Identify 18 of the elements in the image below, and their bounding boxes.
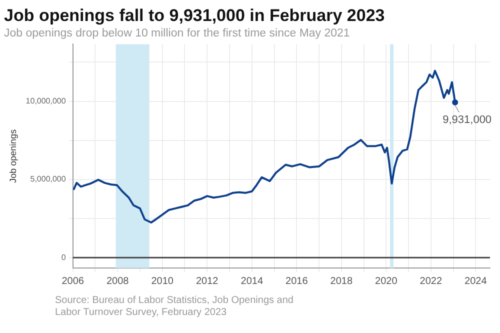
- x-tick-label: 2024: [464, 276, 488, 287]
- x-tick-label: 2018: [330, 276, 353, 287]
- y-tick-label: 10,000,000: [26, 96, 66, 106]
- chart-subtitle: Job openings drop below 10 million for the first time since May 2021: [4, 27, 350, 40]
- y-tick-label: 5,000,000: [30, 174, 66, 184]
- y-axis-title: Job openings: [8, 128, 18, 183]
- x-tick-label: 2022: [420, 276, 442, 287]
- chart-title: Job openings fall to 9,931,000 in February 2023: [4, 6, 385, 25]
- source-note: Source: Bureau of Labor Statistics, Job Openings and Labor Turnover Survey, February 2023: [55, 295, 294, 319]
- x-tick-label: 2016: [286, 276, 308, 287]
- x-tick-label: 2012: [196, 276, 219, 287]
- x-tick-label: 2006: [62, 276, 84, 287]
- x-tick-label: 2008: [106, 276, 130, 287]
- x-tick-label: 2014: [240, 276, 264, 287]
- x-tick-label: 2010: [151, 276, 174, 287]
- annotation: 9,931,000: [442, 114, 492, 126]
- x-tick-label: 2020: [375, 276, 398, 287]
- y-tick-label: 0: [61, 252, 66, 262]
